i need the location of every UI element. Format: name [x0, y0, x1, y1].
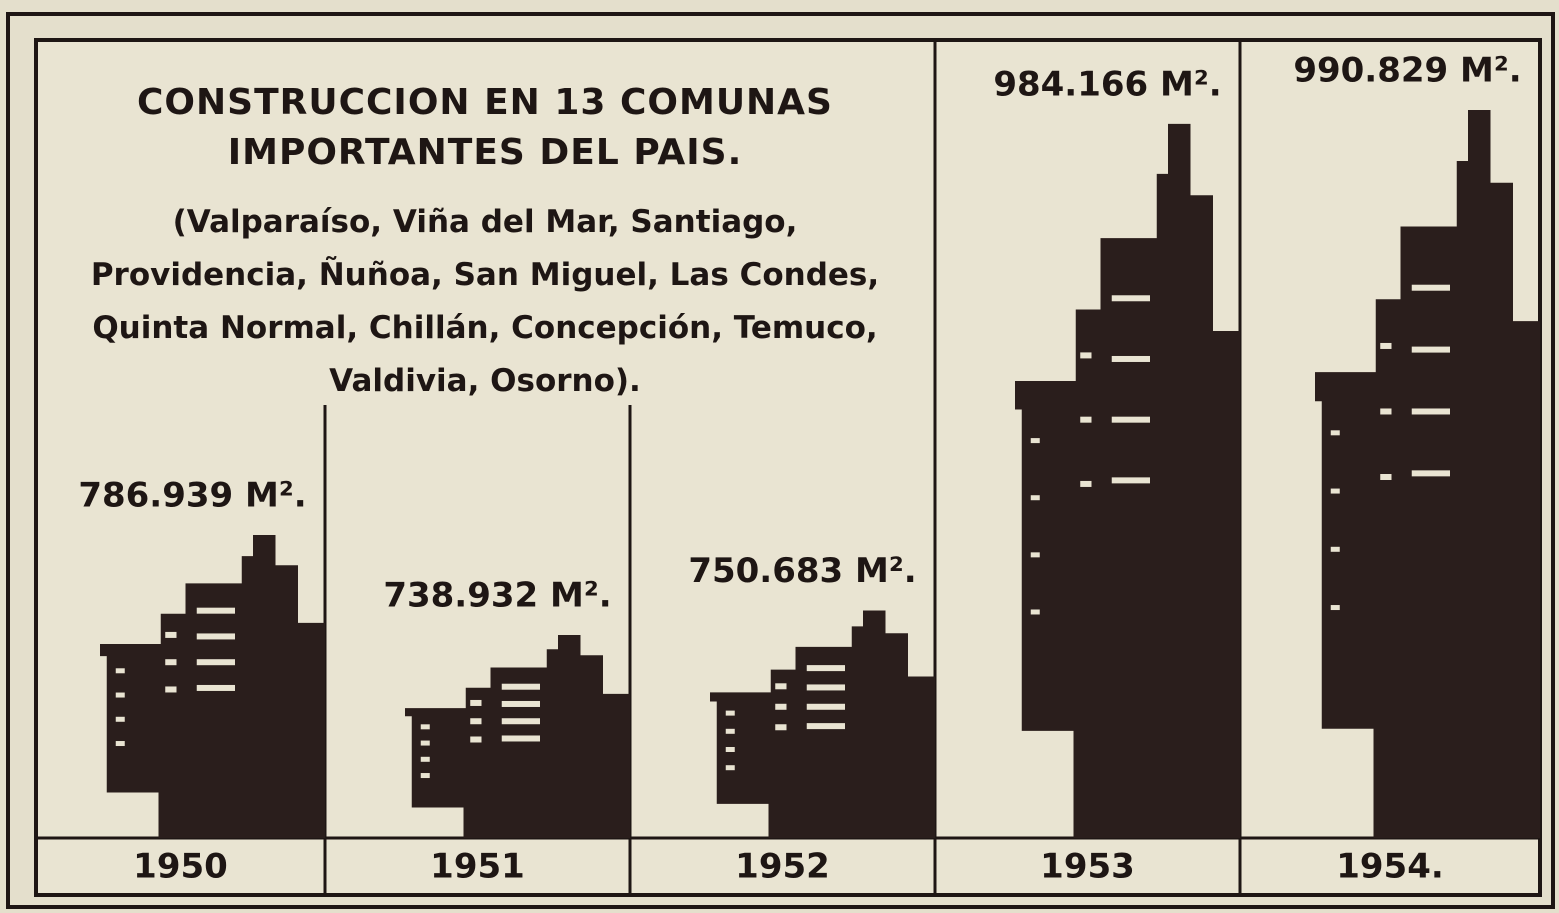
- window: [775, 704, 786, 710]
- window: [470, 718, 481, 724]
- window: [165, 686, 176, 692]
- window: [1380, 343, 1391, 349]
- window: [197, 608, 235, 614]
- window: [116, 741, 125, 746]
- window: [421, 757, 430, 762]
- window: [1412, 470, 1450, 476]
- window: [1112, 417, 1150, 423]
- window: [502, 701, 540, 707]
- window: [1331, 489, 1340, 494]
- window: [197, 685, 235, 691]
- window: [807, 665, 845, 671]
- window: [421, 741, 430, 746]
- window: [421, 724, 430, 729]
- window: [165, 659, 176, 665]
- window: [726, 765, 735, 770]
- window: [165, 632, 176, 638]
- window: [1080, 417, 1091, 423]
- window: [116, 668, 125, 673]
- window: [1380, 408, 1391, 414]
- value-label: 750.683 M².: [688, 551, 916, 591]
- window: [726, 711, 735, 716]
- window: [1112, 477, 1150, 483]
- window: [1380, 474, 1391, 480]
- window: [1031, 609, 1040, 614]
- x-tick-label: 1951: [430, 847, 525, 887]
- window: [775, 683, 786, 689]
- window: [1412, 408, 1450, 414]
- window: [116, 717, 125, 722]
- x-tick-label: 1952: [735, 847, 830, 887]
- window: [502, 718, 540, 724]
- window: [726, 729, 735, 734]
- window: [807, 723, 845, 729]
- window: [1412, 347, 1450, 353]
- chart-subtitle: (Valparaíso, Viña del Mar, Santiago, Pro…: [40, 196, 930, 408]
- window: [197, 659, 235, 665]
- value-label: 786.939 M².: [78, 475, 306, 515]
- window: [1080, 352, 1091, 358]
- x-tick-label: 1950: [133, 847, 228, 887]
- window: [1412, 285, 1450, 291]
- window: [775, 724, 786, 730]
- window: [1331, 430, 1340, 435]
- window: [1331, 605, 1340, 610]
- window: [1031, 495, 1040, 500]
- window: [470, 737, 481, 743]
- page: 1950 786.939 M². 1951 738.932 M². 1952 750.68…: [0, 0, 1559, 913]
- window: [502, 735, 540, 741]
- window: [116, 693, 125, 698]
- value-label: 984.166 M².: [993, 64, 1221, 104]
- window: [1112, 295, 1150, 301]
- value-label: 738.932 M².: [383, 576, 611, 616]
- window: [1080, 481, 1091, 487]
- window: [470, 700, 481, 706]
- x-tick-label: 1954.: [1336, 847, 1444, 887]
- window: [1112, 356, 1150, 362]
- window: [807, 684, 845, 690]
- chart-title: CONSTRUCCION EN 13 COMUNAS IMPORTANTES D…: [40, 78, 930, 178]
- window: [1031, 438, 1040, 443]
- window: [197, 633, 235, 639]
- value-label: 990.829 M².: [1293, 51, 1521, 91]
- window: [1331, 547, 1340, 552]
- window: [1031, 552, 1040, 557]
- window: [807, 704, 845, 710]
- window: [726, 747, 735, 752]
- window: [421, 773, 430, 778]
- x-tick-label: 1953: [1040, 847, 1135, 887]
- window: [502, 684, 540, 690]
